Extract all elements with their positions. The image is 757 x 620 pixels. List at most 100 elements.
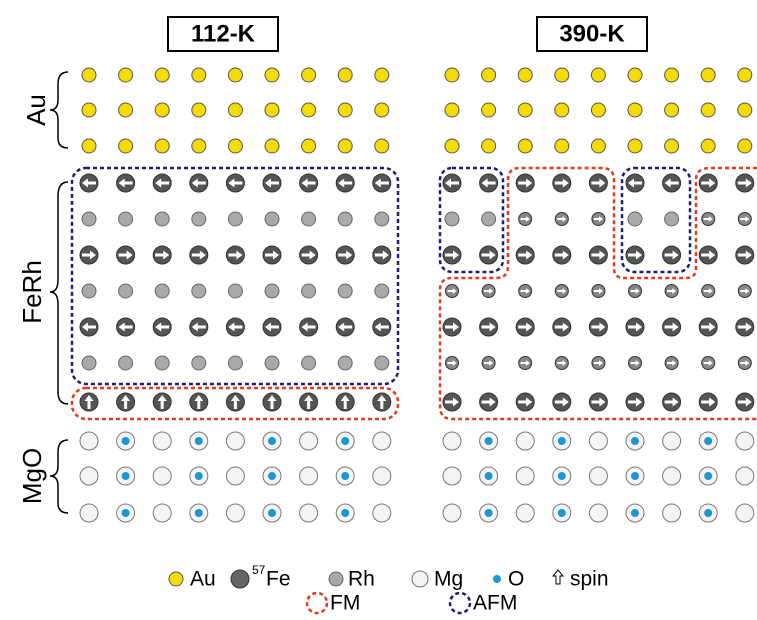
au-atom bbox=[265, 139, 279, 153]
mg-atom bbox=[443, 504, 461, 522]
au-atom bbox=[192, 103, 206, 117]
mg-atom bbox=[663, 432, 681, 450]
layer-label: FeRh bbox=[17, 260, 47, 324]
diagram: 112-K 390-K Au FeRh MgO Au 57 Fe Rh Mg O… bbox=[0, 0, 757, 615]
mg-atom bbox=[589, 467, 607, 485]
au-atom bbox=[518, 68, 532, 82]
rh-atom bbox=[265, 212, 279, 226]
rh-atom bbox=[628, 212, 642, 226]
o-atom bbox=[341, 509, 349, 517]
rh-atom bbox=[338, 212, 352, 226]
au-atom bbox=[738, 139, 752, 153]
rh-atom bbox=[155, 356, 169, 370]
rh-atom bbox=[192, 212, 206, 226]
au-atom bbox=[155, 139, 169, 153]
o-atom bbox=[268, 472, 276, 480]
rh-atom bbox=[302, 212, 316, 226]
legend-label: Au bbox=[190, 568, 216, 591]
au-atom bbox=[302, 68, 316, 82]
rh-atom bbox=[82, 212, 96, 226]
o-atom bbox=[341, 437, 349, 445]
au-atom bbox=[701, 103, 715, 117]
au-atom bbox=[482, 139, 496, 153]
au-atom bbox=[665, 103, 679, 117]
au-atom bbox=[338, 103, 352, 117]
mg-atom bbox=[373, 504, 391, 522]
o-atom bbox=[485, 472, 493, 480]
au-atom bbox=[738, 103, 752, 117]
rh-atom bbox=[192, 356, 206, 370]
au-atom bbox=[82, 139, 96, 153]
rh-atom bbox=[82, 284, 96, 298]
rh-atom bbox=[265, 356, 279, 370]
mg-atom bbox=[300, 504, 318, 522]
au-atom bbox=[82, 68, 96, 82]
au-atom bbox=[445, 139, 459, 153]
mg-atom bbox=[300, 432, 318, 450]
rh-atom bbox=[302, 284, 316, 298]
brace bbox=[50, 182, 68, 404]
rh-atom bbox=[155, 284, 169, 298]
panel-title: 112-K bbox=[191, 20, 256, 47]
au-atom bbox=[338, 139, 352, 153]
au-atom bbox=[375, 68, 389, 82]
rh-atom bbox=[338, 284, 352, 298]
mg-atom bbox=[589, 432, 607, 450]
rh-atom bbox=[192, 284, 206, 298]
rh-atom bbox=[82, 356, 96, 370]
au-atom bbox=[82, 103, 96, 117]
layer-label: MgO bbox=[17, 448, 47, 504]
legend-fe bbox=[231, 570, 249, 588]
rh-atom bbox=[445, 212, 459, 226]
au-atom bbox=[701, 68, 715, 82]
o-atom bbox=[631, 509, 639, 517]
o-atom bbox=[268, 509, 276, 517]
mg-atom bbox=[80, 504, 98, 522]
regions bbox=[72, 168, 757, 419]
au-atom bbox=[192, 139, 206, 153]
layer-label: Au bbox=[21, 94, 51, 126]
au-atom bbox=[665, 139, 679, 153]
mg-atom bbox=[373, 432, 391, 450]
legend-rh bbox=[329, 572, 343, 586]
au-atom bbox=[665, 68, 679, 82]
o-atom bbox=[558, 437, 566, 445]
mg-atom bbox=[589, 504, 607, 522]
au-atom bbox=[228, 68, 242, 82]
panel-title: 390-K bbox=[559, 20, 625, 47]
o-atom bbox=[341, 472, 349, 480]
mg-atom bbox=[516, 467, 534, 485]
legend-label: spin bbox=[570, 568, 609, 591]
rh-atom bbox=[228, 284, 242, 298]
rh-atom bbox=[338, 356, 352, 370]
mg-atom bbox=[226, 467, 244, 485]
o-atom bbox=[485, 437, 493, 445]
mg-atom bbox=[736, 504, 754, 522]
rh-atom bbox=[375, 212, 389, 226]
au-atom bbox=[445, 103, 459, 117]
au-atom bbox=[518, 139, 532, 153]
au-atom bbox=[228, 103, 242, 117]
au-atom bbox=[228, 139, 242, 153]
rh-atom bbox=[375, 284, 389, 298]
au-atom bbox=[591, 68, 605, 82]
o-atom bbox=[268, 437, 276, 445]
legend-mg bbox=[412, 571, 428, 587]
o-atom bbox=[122, 509, 130, 517]
mg-atom bbox=[373, 467, 391, 485]
au-atom bbox=[555, 68, 569, 82]
mg-atom bbox=[736, 467, 754, 485]
au-atom bbox=[119, 103, 133, 117]
mg-atom bbox=[226, 432, 244, 450]
rh-atom bbox=[265, 284, 279, 298]
au-atom bbox=[482, 103, 496, 117]
legend-o bbox=[493, 575, 501, 583]
mg-atom bbox=[153, 467, 171, 485]
legend-label: AFM bbox=[473, 592, 517, 615]
o-atom bbox=[195, 509, 203, 517]
au-atom bbox=[375, 139, 389, 153]
au-atom bbox=[338, 68, 352, 82]
au-atom bbox=[375, 103, 389, 117]
au-atom bbox=[591, 139, 605, 153]
mg-atom bbox=[153, 432, 171, 450]
